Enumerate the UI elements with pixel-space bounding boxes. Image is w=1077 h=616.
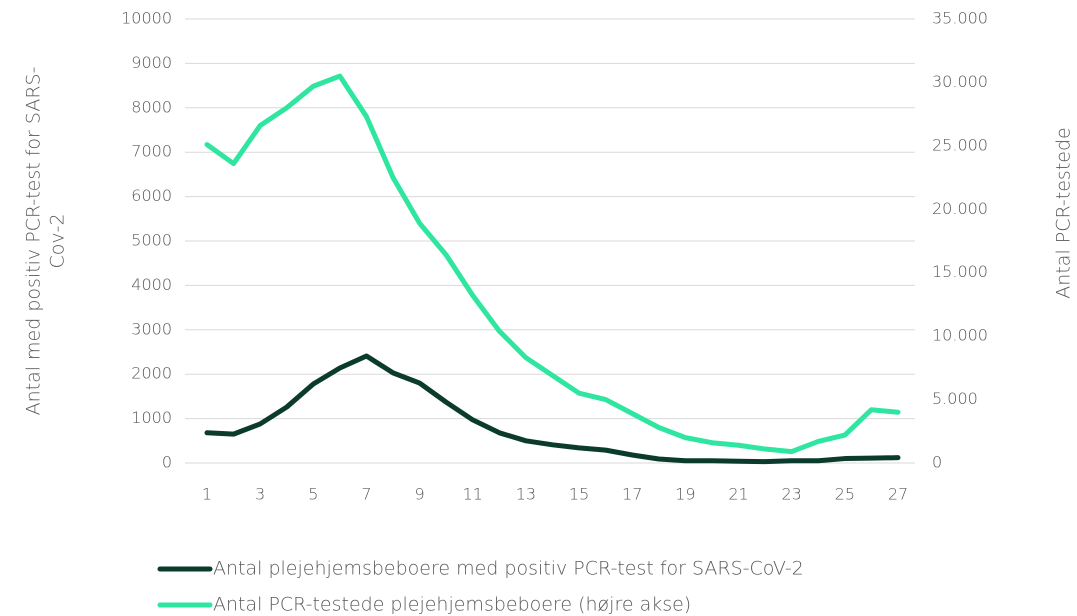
legend-label: Antal plejehjemsbeboere med positiv PCR-…: [213, 558, 804, 580]
x-tick-label: 15: [569, 485, 589, 504]
x-tick-label: 17: [622, 485, 642, 504]
y-axis-label: Antal med positiv PCR-test for SARS-: [23, 67, 45, 416]
y-tick-label: 7000: [131, 142, 172, 161]
legend-label: Antal PCR-testede plejehjemsbeboere (høj…: [213, 594, 691, 616]
x-tick-label: 19: [675, 485, 695, 504]
x-tick-label: 13: [516, 485, 536, 504]
series-line: [204, 73, 901, 455]
y-tick-label: 1000: [131, 408, 172, 427]
x-tick-label: 11: [463, 485, 483, 504]
x-tick-label: 25: [835, 485, 855, 504]
y-tick-label: 0: [162, 453, 172, 472]
y-tick-label: 8000: [131, 97, 172, 116]
y-tick-label: 3000: [131, 319, 172, 338]
y2-tick-label: 15.000: [932, 262, 988, 281]
y2-tick-label: 20.000: [932, 199, 988, 218]
y2-tick-label: 35.000: [932, 9, 988, 28]
y2-axis-label: Antal PCR-testede: [1053, 127, 1075, 298]
y-tick-label: 9000: [131, 53, 172, 72]
y2-tick-label: 5.000: [932, 389, 978, 408]
x-tick-label: 3: [255, 485, 265, 504]
x-tick-label: 21: [728, 485, 748, 504]
y-tick-label: 6000: [131, 186, 172, 205]
y-tick-label: 4000: [131, 275, 172, 294]
x-tick-label: 7: [361, 485, 371, 504]
x-tick-label: 1: [202, 485, 212, 504]
y-tick-label: 5000: [131, 231, 172, 250]
x-tick-label: 23: [782, 485, 802, 504]
y2-tick-label: 0: [932, 453, 942, 472]
y2-tick-label: 30.000: [932, 72, 988, 91]
y-tick-label: 10000: [121, 9, 172, 28]
y-axis-label: Cov-2: [47, 213, 69, 268]
y2-tick-label: 25.000: [932, 135, 988, 154]
x-tick-label: 27: [888, 485, 908, 504]
y-tick-label: 2000: [131, 364, 172, 383]
x-tick-label: 5: [308, 485, 318, 504]
y2-tick-label: 10.000: [932, 326, 988, 345]
x-tick-label: 9: [415, 485, 425, 504]
series-line: [204, 353, 901, 465]
